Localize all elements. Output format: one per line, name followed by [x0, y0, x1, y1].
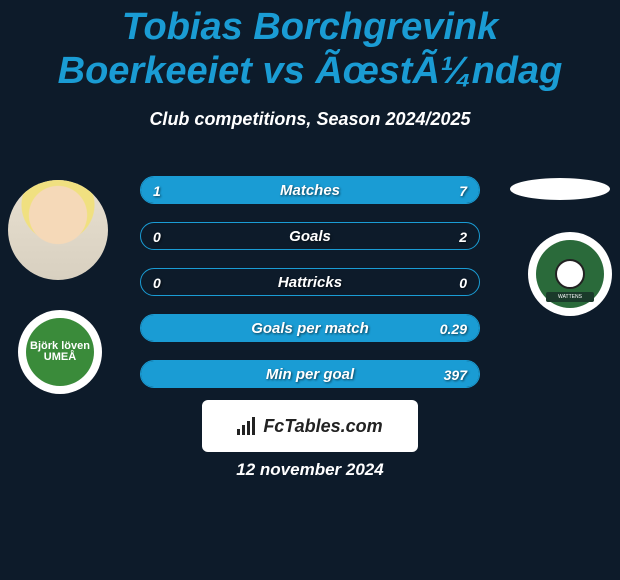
team-left-badge: Björk löven UMEÅ: [26, 318, 94, 386]
player-right-placeholder: [510, 178, 610, 200]
stat-label: Goals per match: [141, 315, 479, 341]
stats-container: 17Matches 02Goals 00Hattricks 0.29Goals per…: [140, 176, 480, 406]
date-label: 12 november 2024: [0, 460, 620, 480]
stat-row: 17Matches: [140, 176, 480, 204]
stat-label: Min per goal: [141, 361, 479, 387]
team-right-banner: WATTENS: [546, 292, 594, 302]
stat-label: Goals: [141, 223, 479, 249]
stat-label: Hattricks: [141, 269, 479, 295]
team-left-logo: Björk löven UMEÅ: [18, 310, 102, 394]
team-right-logo: WATTENS: [528, 232, 612, 316]
brand-text: FcTables.com: [263, 416, 382, 437]
stat-row: 00Hattricks: [140, 268, 480, 296]
competition-subtitle: Club competitions, Season 2024/2025: [0, 109, 620, 130]
bars-icon: [237, 417, 257, 435]
stat-label: Matches: [141, 177, 479, 203]
player-left-photo: [8, 180, 108, 280]
brand-badge: FcTables.com: [202, 400, 418, 452]
soccer-ball-icon: [555, 259, 585, 289]
stat-row: 0.29Goals per match: [140, 314, 480, 342]
stat-row: 397Min per goal: [140, 360, 480, 388]
comparison-title: Tobias Borchgrevink Boerkeeiet vs ÃœstÃ¼…: [0, 0, 620, 93]
stat-row: 02Goals: [140, 222, 480, 250]
player-face-placeholder: [8, 180, 108, 280]
team-right-badge: WATTENS: [536, 240, 604, 308]
